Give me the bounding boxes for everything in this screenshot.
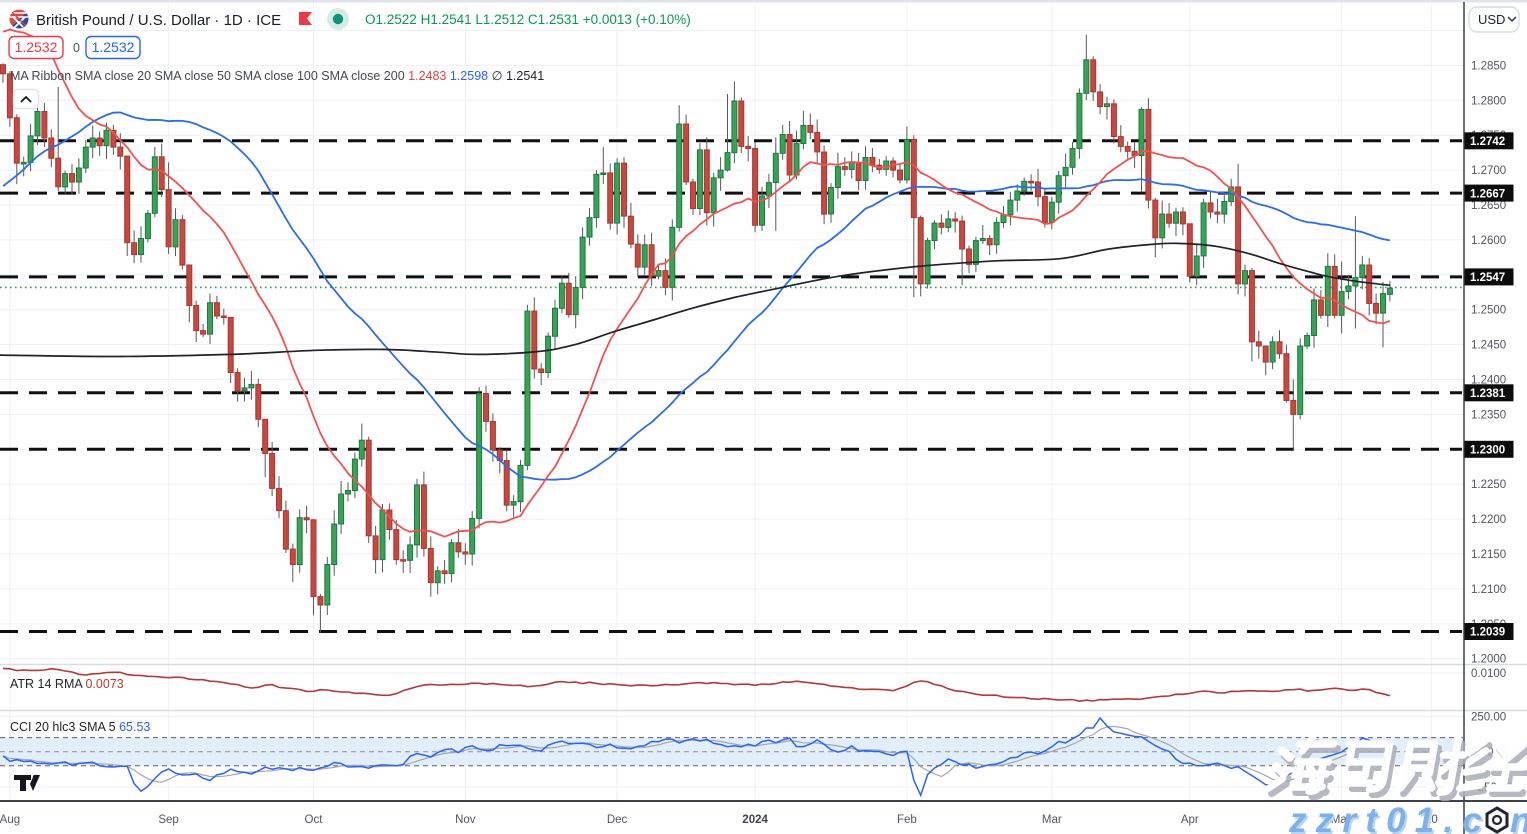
svg-text:1.2400: 1.2400 (1471, 375, 1506, 387)
svg-text:1.2500: 1.2500 (1471, 305, 1506, 317)
svg-text:n: n (1512, 803, 1527, 834)
svg-text:zzrt01.c: zzrt01.c (1288, 801, 1491, 834)
svg-text:Mar: Mar (1042, 814, 1062, 826)
svg-text:1.2150: 1.2150 (1471, 549, 1506, 561)
svg-text:1.2000: 1.2000 (1471, 654, 1506, 666)
svg-text:1.2450: 1.2450 (1471, 340, 1506, 352)
svg-text:Apr: Apr (1181, 814, 1199, 826)
svg-text:2024: 2024 (742, 814, 768, 826)
svg-text:Aug: Aug (0, 814, 20, 826)
svg-text:1.2547: 1.2547 (1470, 272, 1505, 284)
svg-text:1.2667: 1.2667 (1470, 188, 1505, 200)
svg-text:1.2532: 1.2532 (15, 39, 58, 55)
svg-text:1.2250: 1.2250 (1471, 479, 1506, 491)
svg-text:1.2600: 1.2600 (1471, 235, 1506, 247)
svg-text:zzrt01.c: zzrt01.c (1290, 803, 1493, 834)
svg-text:1.2742: 1.2742 (1470, 136, 1505, 148)
svg-text:USD: USD (1478, 12, 1505, 27)
svg-text:O1.2522 H1.2541 L1.2512 C1.: O1.2522 H1.2541 L1.2512 C1.2531 +0.0013 … (365, 12, 691, 27)
svg-text:May: May (1331, 814, 1353, 826)
svg-text:1.2381: 1.2381 (1470, 388, 1506, 400)
svg-text:1.2100: 1.2100 (1471, 584, 1506, 596)
svg-text:0: 0 (73, 41, 80, 55)
svg-text:250.00: 250.00 (1471, 712, 1506, 724)
svg-text:CCI 20 hlc3 SMA 5 65.53: CCI 20 hlc3 SMA 5 65.53 (10, 720, 150, 734)
svg-text:1.2850: 1.2850 (1471, 60, 1506, 72)
svg-text:1.2650: 1.2650 (1471, 200, 1506, 212)
svg-text:British Pound / U.S. Dollar ·: British Pound / U.S. Dollar · 1D · ICE (36, 12, 281, 29)
svg-text:Dec: Dec (607, 814, 628, 826)
svg-text:1.2700: 1.2700 (1471, 165, 1506, 177)
svg-text:1.2532: 1.2532 (92, 39, 135, 55)
svg-text:Oct: Oct (305, 814, 324, 826)
svg-text:1.2350: 1.2350 (1471, 409, 1506, 421)
svg-text:20: 20 (1425, 814, 1438, 826)
svg-text:0.0100: 0.0100 (1471, 668, 1506, 680)
svg-text:Feb: Feb (897, 814, 917, 826)
svg-text:MA Ribbon SMA close 20 SMA clo: MA Ribbon SMA close 20 SMA close 50 SMA … (10, 69, 544, 83)
svg-text:ATR 14 RMA 0.0073: ATR 14 RMA 0.0073 (10, 677, 124, 691)
svg-text:n: n (1510, 801, 1527, 834)
svg-text:1.2200: 1.2200 (1471, 514, 1506, 526)
svg-text:1.2800: 1.2800 (1471, 95, 1506, 107)
svg-text:1.2039: 1.2039 (1470, 627, 1505, 639)
svg-text:Sep: Sep (158, 814, 178, 826)
svg-text:1.2300: 1.2300 (1470, 445, 1505, 457)
svg-text:Nov: Nov (455, 814, 476, 826)
